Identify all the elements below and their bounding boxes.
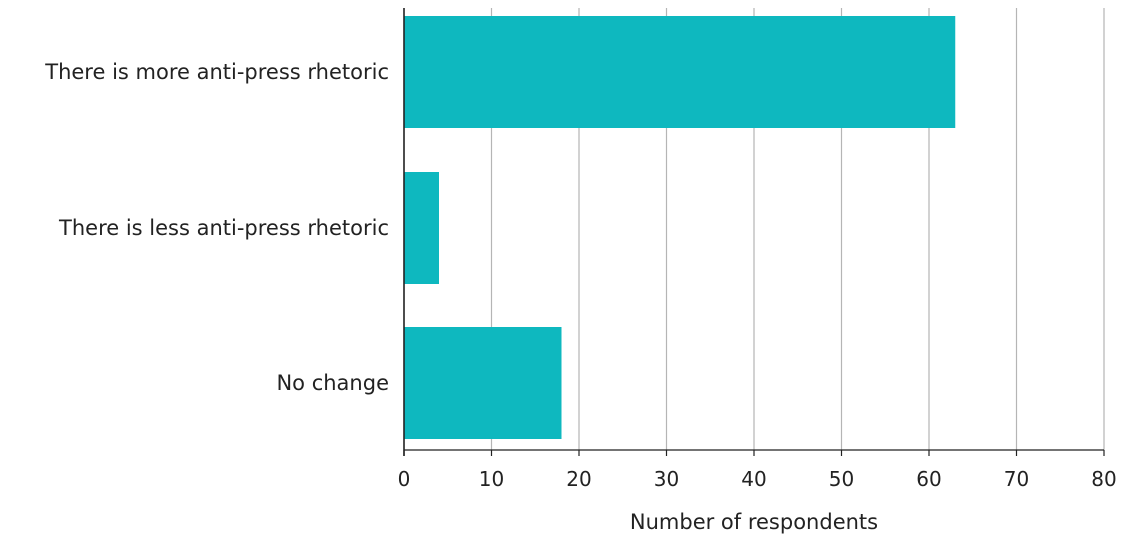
category-label-3: No change (276, 371, 389, 395)
bar-2 (404, 172, 439, 284)
x-tick-label-80: 80 (1091, 467, 1116, 491)
category-label-2: There is less anti-press rhetoric (58, 216, 389, 240)
x-tick-label-60: 60 (916, 467, 941, 491)
category-label-1: There is more anti-press rhetoric (44, 60, 389, 84)
x-tick-label-10: 10 (479, 467, 504, 491)
axes (403, 8, 1105, 456)
x-tick-label-70: 70 (1004, 467, 1029, 491)
x-tick-label-50: 50 (829, 467, 854, 491)
category-labels: There is more anti-press rhetoric There i… (44, 60, 389, 395)
x-axis-title: Number of respondents (630, 510, 878, 534)
x-tick-label-0: 0 (398, 467, 411, 491)
bar-1 (404, 16, 956, 128)
x-tick-label-30: 30 (654, 467, 679, 491)
x-tick-label-20: 20 (566, 467, 591, 491)
bars (404, 16, 956, 439)
x-tick-label-40: 40 (741, 467, 766, 491)
x-tick-labels: 0 10 20 30 40 50 60 70 80 (398, 467, 1117, 491)
bar-3 (404, 327, 562, 439)
